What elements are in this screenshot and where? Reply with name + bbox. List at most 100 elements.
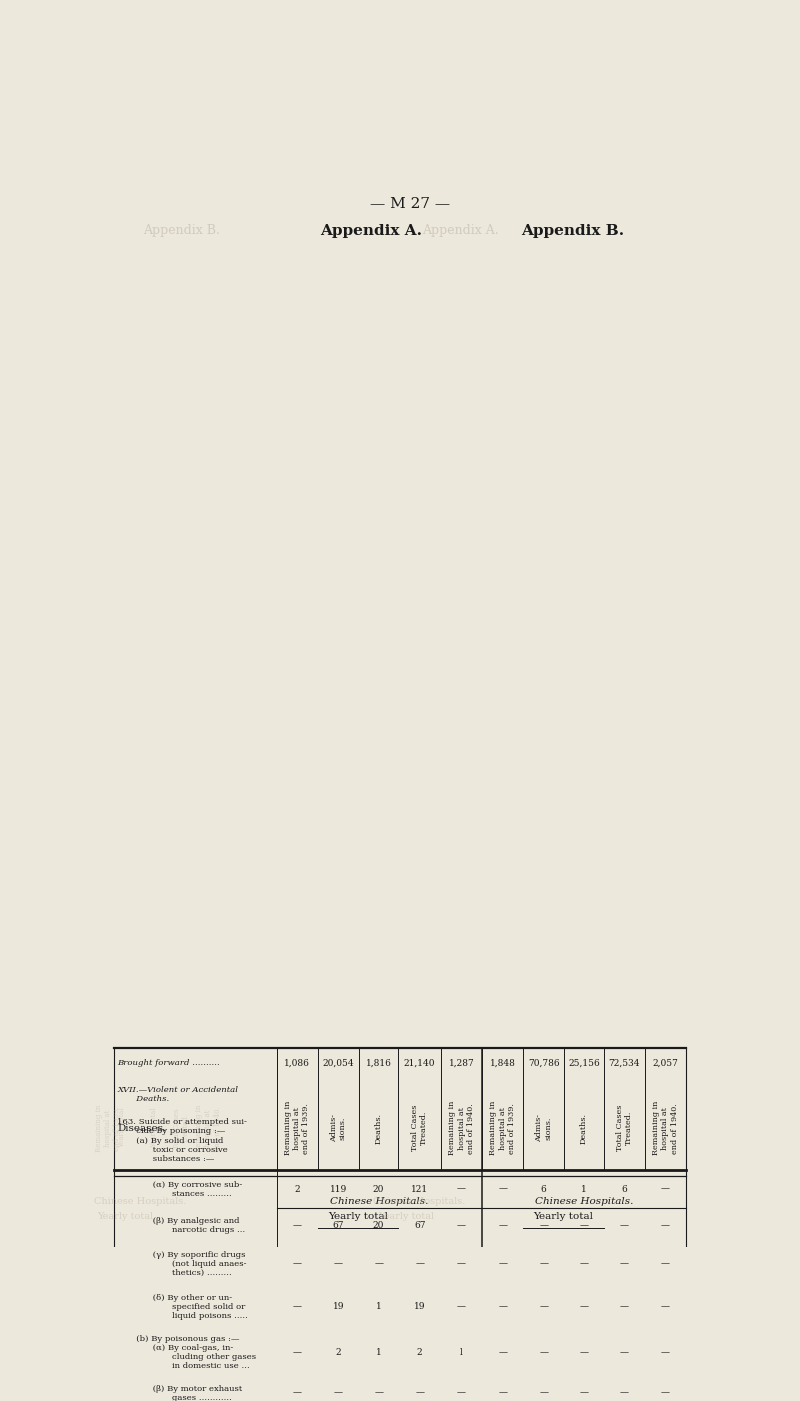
- Text: Yearly total: Yearly total: [378, 1212, 434, 1220]
- Text: 19: 19: [333, 1303, 344, 1311]
- Text: —: —: [579, 1348, 589, 1358]
- Text: 1,086: 1,086: [284, 1058, 310, 1068]
- Text: 6: 6: [541, 1185, 546, 1194]
- Text: Yearly total: Yearly total: [150, 1108, 158, 1149]
- Text: —: —: [620, 1348, 629, 1358]
- Text: (β) By analgesic and
                    narcotic drugs ...: (β) By analgesic and narcotic drugs ...: [117, 1216, 246, 1234]
- Text: Remaining in
hospital at
end of 1939.: Remaining in hospital at end of 1939.: [94, 1104, 121, 1152]
- Text: —: —: [457, 1259, 466, 1268]
- Text: Appendix A.: Appendix A.: [422, 224, 498, 237]
- Text: —: —: [293, 1303, 302, 1311]
- Text: 19: 19: [414, 1303, 426, 1311]
- Text: Chinese Hospitals.: Chinese Hospitals.: [534, 1196, 633, 1206]
- Text: —: —: [498, 1259, 507, 1268]
- Text: 1,287: 1,287: [449, 1058, 474, 1068]
- Text: —: —: [579, 1259, 589, 1268]
- Text: 1: 1: [376, 1303, 382, 1311]
- Text: (β) By motor exhaust
                    gases ............: (β) By motor exhaust gases ............: [117, 1384, 242, 1401]
- Text: —: —: [293, 1220, 302, 1230]
- Text: l: l: [460, 1348, 463, 1358]
- Text: —: —: [498, 1220, 507, 1230]
- Text: 25,156: 25,156: [568, 1058, 600, 1068]
- Text: —: —: [620, 1259, 629, 1268]
- Text: Total Cases
Treated.: Total Cases Treated.: [616, 1105, 633, 1152]
- Text: 1: 1: [581, 1185, 587, 1194]
- Text: (α) By corrosive sub-
                    stances .........: (α) By corrosive sub- stances .........: [117, 1181, 242, 1198]
- Text: —: —: [334, 1259, 343, 1268]
- Text: Yearly total: Yearly total: [98, 1212, 154, 1220]
- Text: 67: 67: [414, 1220, 426, 1230]
- Text: (γ) By soporific drugs
                    (not liquid anaes-
                  : (γ) By soporific drugs (not liquid anaes…: [117, 1251, 246, 1278]
- Text: Total Cases
Treated.: Total Cases Treated.: [173, 1108, 190, 1149]
- Text: (b) By poisonous gas :—
             (α) By coal-gas, in-
                    cl: (b) By poisonous gas :— (α) By coal-gas,…: [117, 1335, 256, 1370]
- Text: Appendix B.: Appendix B.: [521, 224, 624, 238]
- Text: Yearly total: Yearly total: [534, 1212, 594, 1220]
- Text: Yearly total: Yearly total: [328, 1212, 388, 1220]
- Text: 163. Suicide or attempted sui-
       cide by poisoning :—
       (a) By solid o: 163. Suicide or attempted sui- cide by p…: [117, 1118, 247, 1163]
- Text: —: —: [498, 1348, 507, 1358]
- Text: Yearly total: Yearly total: [118, 1108, 126, 1149]
- Text: 21,140: 21,140: [404, 1058, 435, 1068]
- Text: Deaths.: Deaths.: [374, 1112, 382, 1143]
- Text: —: —: [293, 1348, 302, 1358]
- Text: 72,534: 72,534: [609, 1058, 640, 1068]
- Text: Remaining in
hospital at
end of 1939.: Remaining in hospital at end of 1939.: [284, 1101, 310, 1156]
- Text: —: —: [620, 1303, 629, 1311]
- Text: —: —: [620, 1388, 629, 1398]
- Text: 67: 67: [333, 1220, 344, 1230]
- Text: 20: 20: [373, 1185, 384, 1194]
- Text: Admis-
sions.: Admis- sions.: [330, 1114, 347, 1142]
- Text: Remaining in
hospital at
end of 1940.: Remaining in hospital at end of 1940.: [652, 1101, 678, 1156]
- Text: 2: 2: [335, 1348, 341, 1358]
- Text: Remaining in
hospital at
end of 1939.: Remaining in hospital at end of 1939.: [490, 1101, 516, 1156]
- Text: —: —: [498, 1185, 507, 1194]
- Text: Diseases.: Diseases.: [118, 1124, 167, 1133]
- Text: 20,054: 20,054: [322, 1058, 354, 1068]
- Text: —: —: [661, 1303, 670, 1311]
- Text: Remaining in
hospital at
end of 1940.: Remaining in hospital at end of 1940.: [448, 1101, 474, 1156]
- Text: Brought forward ..........: Brought forward ..........: [117, 1059, 220, 1066]
- Text: —: —: [457, 1303, 466, 1311]
- Text: —: —: [579, 1303, 589, 1311]
- Text: —: —: [334, 1388, 343, 1398]
- Text: 2,057: 2,057: [653, 1058, 678, 1068]
- Text: —: —: [661, 1348, 670, 1358]
- Text: —: —: [539, 1259, 548, 1268]
- Text: —: —: [415, 1388, 424, 1398]
- Text: —: —: [457, 1388, 466, 1398]
- Text: Deaths.: Deaths.: [580, 1112, 588, 1143]
- Text: (δ) By other or un-
                    specified solid or
                    l: (δ) By other or un- specified solid or l: [117, 1293, 248, 1320]
- Text: 1: 1: [376, 1348, 382, 1358]
- Text: 1,816: 1,816: [366, 1058, 391, 1068]
- Text: —: —: [579, 1220, 589, 1230]
- Text: Remaining in
hospital at
end of 1940.: Remaining in hospital at end of 1940.: [195, 1104, 222, 1152]
- Text: Chinese Hospitals.: Chinese Hospitals.: [330, 1196, 429, 1206]
- Text: 1,848: 1,848: [490, 1058, 515, 1068]
- Text: 70,786: 70,786: [528, 1058, 559, 1068]
- Text: —: —: [415, 1259, 424, 1268]
- Text: Chinese Hospitals.: Chinese Hospitals.: [373, 1196, 466, 1206]
- Text: —: —: [457, 1220, 466, 1230]
- Text: —: —: [579, 1388, 589, 1398]
- Text: —: —: [498, 1388, 507, 1398]
- Text: — M 27 —: — M 27 —: [370, 198, 450, 212]
- Text: —: —: [661, 1388, 670, 1398]
- Text: Appendix A.: Appendix A.: [320, 224, 422, 238]
- Text: 20: 20: [373, 1220, 384, 1230]
- Text: —: —: [457, 1185, 466, 1194]
- Text: Admis-
sions.: Admis- sions.: [535, 1114, 552, 1142]
- Text: —: —: [661, 1259, 670, 1268]
- Text: —: —: [293, 1259, 302, 1268]
- Text: —: —: [661, 1185, 670, 1194]
- Text: —: —: [539, 1303, 548, 1311]
- Text: —: —: [293, 1388, 302, 1398]
- Text: —: —: [539, 1348, 548, 1358]
- Text: —: —: [661, 1220, 670, 1230]
- Text: —: —: [498, 1303, 507, 1311]
- Text: 2: 2: [294, 1185, 300, 1194]
- Text: Appendix B.: Appendix B.: [143, 224, 220, 237]
- Text: XVII.—Violent or Accidental
       Deaths.: XVII.—Violent or Accidental Deaths.: [117, 1086, 238, 1103]
- Text: —: —: [374, 1259, 383, 1268]
- Text: 119: 119: [330, 1185, 347, 1194]
- Text: —: —: [539, 1388, 548, 1398]
